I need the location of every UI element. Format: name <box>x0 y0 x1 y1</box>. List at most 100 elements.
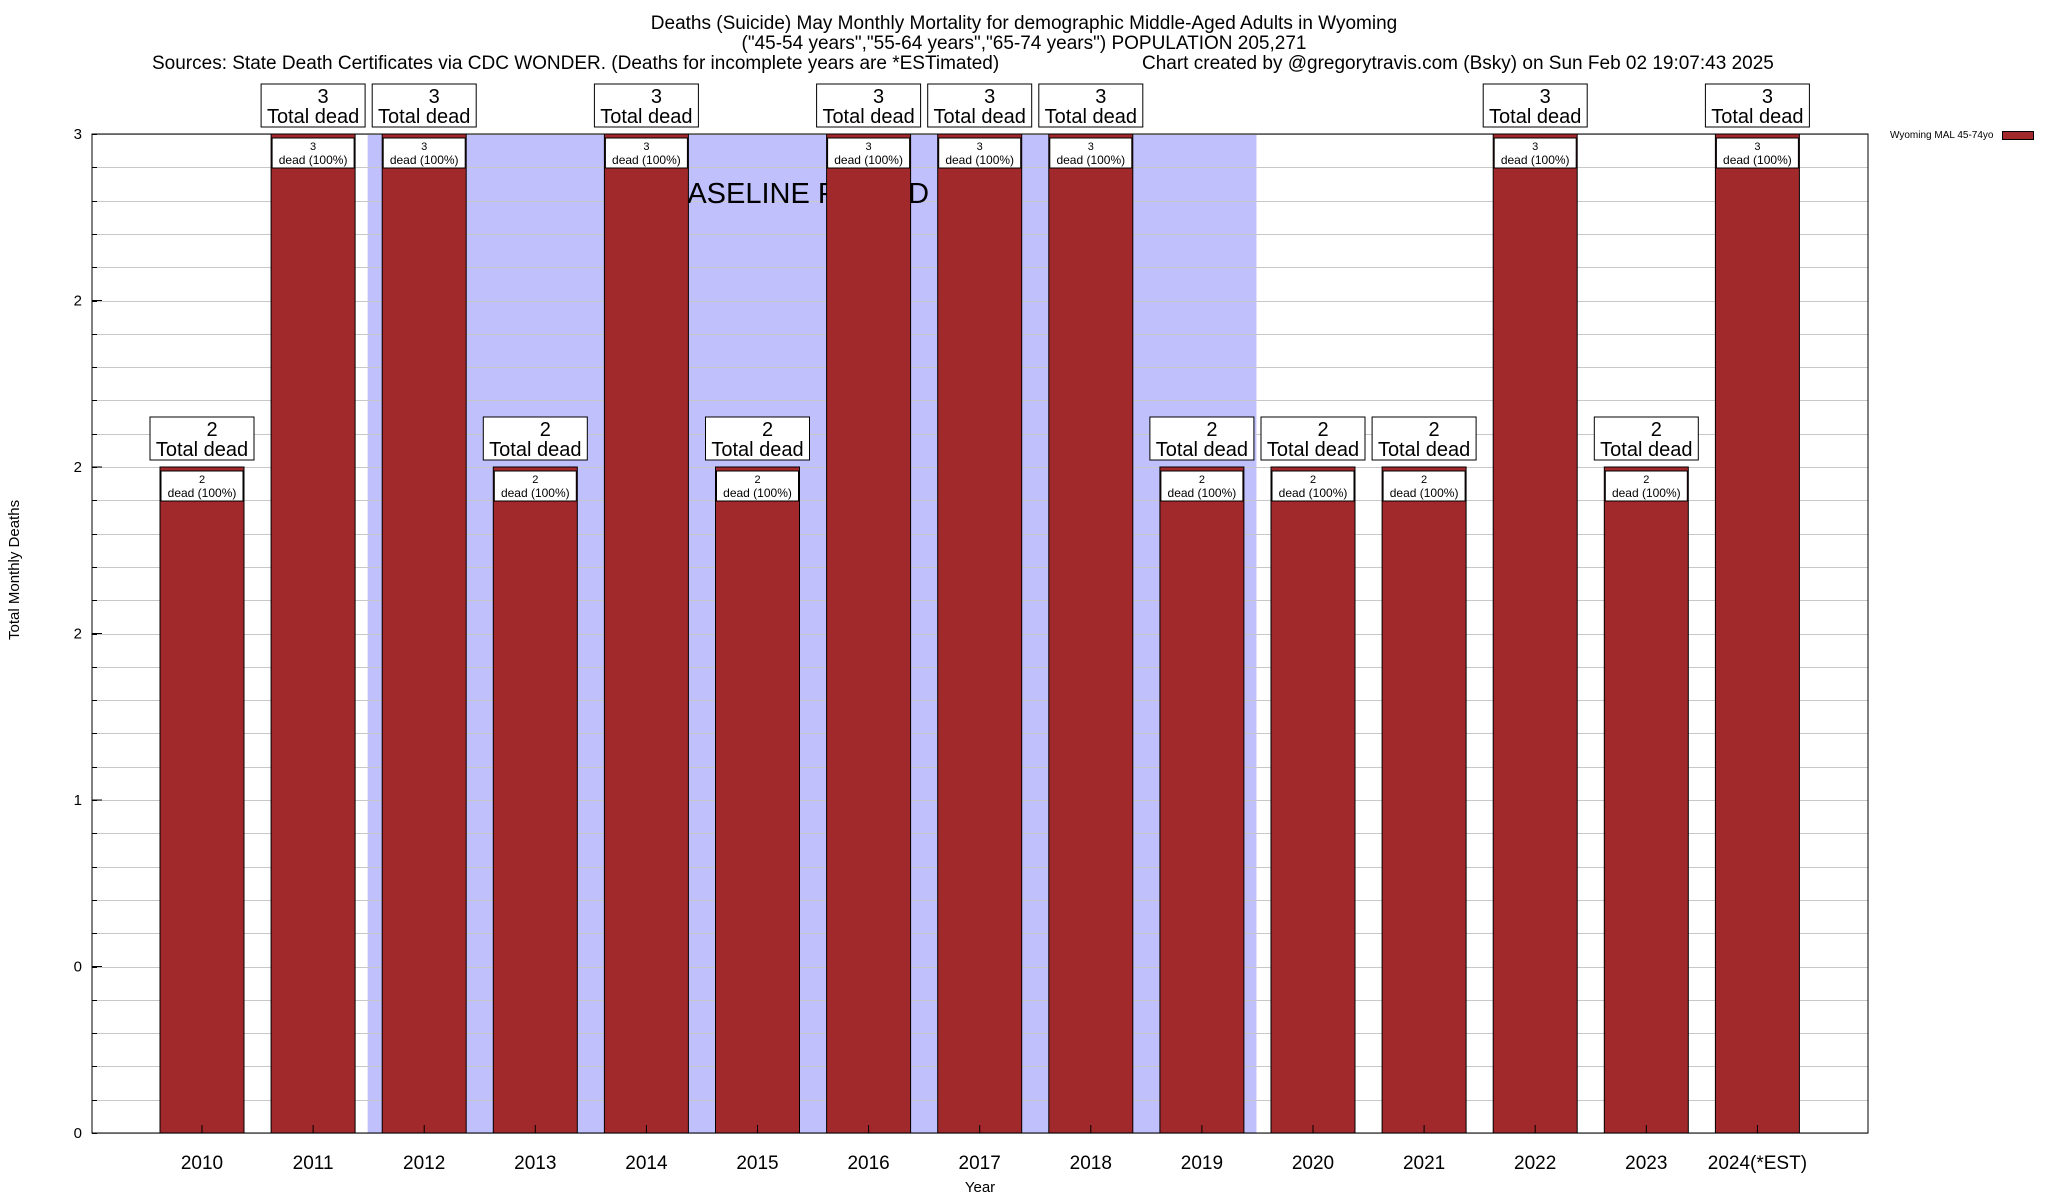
bar <box>1381 466 1467 1134</box>
legend-label: Wyoming MAL 45-74yo <box>1890 130 1994 141</box>
bar <box>603 133 689 1134</box>
bar <box>1270 466 1356 1134</box>
bar-total-label-box <box>705 416 810 461</box>
x-tick-label: 2018 <box>1070 1153 1112 1174</box>
bar-total-value: 2 <box>762 419 773 441</box>
bar-total-value: 2 <box>540 419 551 441</box>
x-tick-label: 2011 <box>293 1153 334 1174</box>
bar-total-label: Total dead <box>1600 439 1692 461</box>
bar-total-value: 3 <box>651 86 662 108</box>
bar-inner-label-box <box>716 470 799 502</box>
bar-total-label-box <box>1260 416 1366 461</box>
bar-total-label-box <box>593 83 699 128</box>
y-tick-label: 0 <box>74 959 82 976</box>
bar <box>826 133 912 1134</box>
bar <box>1603 466 1689 1134</box>
bar-inner-value: 3 <box>1088 141 1094 153</box>
bar-inner-label-box <box>1271 470 1355 502</box>
bar-total-value: 3 <box>1095 86 1106 108</box>
x-tick-label: 2022 <box>1514 1153 1556 1174</box>
bar-total-label: Total dead <box>600 106 692 128</box>
bar-inner-label-box <box>160 470 244 502</box>
bar <box>270 133 356 1134</box>
bar-inner-label: dead (100%) <box>1390 486 1459 500</box>
x-tick-label: 2010 <box>181 1153 223 1174</box>
bar-inner-label-box <box>1604 470 1688 502</box>
bar-inner-label-box <box>827 137 911 169</box>
bar-total-label-box <box>1482 83 1588 128</box>
bar-inner-label-box <box>938 137 1022 169</box>
bar-total-label: Total dead <box>822 106 914 128</box>
x-tick-label: 2017 <box>959 1153 1001 1174</box>
bar-total-value: 2 <box>1317 419 1328 441</box>
bar-total-label: Total dead <box>156 439 248 461</box>
chart-title: Deaths (Suicide) May Monthly Mortality f… <box>650 13 1398 34</box>
x-tick-label: 2014 <box>625 1153 668 1174</box>
bar-inner-label-box <box>493 470 577 502</box>
x-tick-label: 2019 <box>1181 1153 1223 1174</box>
chart-sources: Sources: State Death Certificates via CD… <box>152 53 1000 74</box>
legend: Wyoming MAL 45-74yo <box>1890 130 2035 141</box>
bar-inner-label: dead (100%) <box>945 153 1014 167</box>
bar-inner-value: 2 <box>532 474 538 486</box>
y-tick-label: 2 <box>74 293 82 310</box>
bar-inner-label-box <box>1382 470 1466 502</box>
bar <box>937 133 1023 1134</box>
bar <box>715 466 800 1134</box>
bar-inner-value: 3 <box>866 141 872 153</box>
bar <box>1714 133 1800 1134</box>
bar-inner-label: dead (100%) <box>723 486 792 500</box>
bar-inner-label-box <box>1160 470 1244 502</box>
bar-total-label-box <box>927 83 1033 128</box>
bar-total-value: 3 <box>318 86 329 108</box>
bar-total-label: Total dead <box>711 439 803 461</box>
bar-inner-label-box <box>1715 137 1799 169</box>
bar-inner-label: dead (100%) <box>612 153 681 167</box>
bar-total-value: 2 <box>1651 419 1662 441</box>
bar-inner-value: 2 <box>1199 474 1205 486</box>
bar-total-label: Total dead <box>378 106 470 128</box>
bar-inner-label: dead (100%) <box>1279 486 1348 500</box>
bar-total-value: 2 <box>206 419 217 441</box>
bar-total-label-box <box>482 416 588 461</box>
bar-total-label-box <box>1149 416 1255 461</box>
bar-inner-label: dead (100%) <box>1168 486 1237 500</box>
x-tick-label: 2020 <box>1292 1153 1334 1174</box>
x-tick-label: 2023 <box>1625 1153 1667 1174</box>
bar-inner-value: 3 <box>310 141 316 153</box>
bar-inner-label: dead (100%) <box>168 486 237 500</box>
y-tick-label: 1 <box>74 792 82 809</box>
bar-inner-label-box <box>1049 137 1133 169</box>
bar-total-value: 3 <box>984 86 995 108</box>
bar-total-label: Total dead <box>1378 439 1470 461</box>
bar-total-value: 3 <box>1762 86 1773 108</box>
bar-total-label-box <box>1371 416 1477 461</box>
bar-total-label-box <box>371 83 477 128</box>
bar-total-label-box <box>260 83 366 128</box>
bar-total-label-box <box>1038 83 1144 128</box>
x-axis-label: Year <box>965 1179 995 1196</box>
bar-inner-label: dead (100%) <box>390 153 459 167</box>
bar-total-label-box <box>816 83 922 128</box>
bar-inner-label: dead (100%) <box>1612 486 1681 500</box>
bar-inner-label: dead (100%) <box>501 486 570 500</box>
bar-total-label: Total dead <box>934 106 1026 128</box>
bar-total-label: Total dead <box>1156 439 1248 461</box>
y-tick-label: 0 <box>74 1125 82 1142</box>
bar <box>1048 133 1134 1134</box>
bar-inner-label-box <box>604 137 688 169</box>
bar <box>1159 466 1245 1134</box>
bar-inner-value: 2 <box>1310 474 1316 486</box>
bar-total-value: 3 <box>873 86 884 108</box>
chart-credit: Chart created by @gregorytravis.com (Bsk… <box>1142 53 1774 74</box>
y-axis-label: Total Monthly Deaths <box>6 499 23 640</box>
legend-swatch <box>2002 130 2035 140</box>
bar-inner-value: 2 <box>1643 474 1649 486</box>
bar <box>492 466 578 1134</box>
bar <box>381 133 467 1134</box>
bar-total-label-box <box>149 416 255 461</box>
bar-inner-label: dead (100%) <box>1501 153 1570 167</box>
x-tick-label: 2016 <box>847 1153 889 1174</box>
bar-inner-label-box <box>382 137 466 169</box>
